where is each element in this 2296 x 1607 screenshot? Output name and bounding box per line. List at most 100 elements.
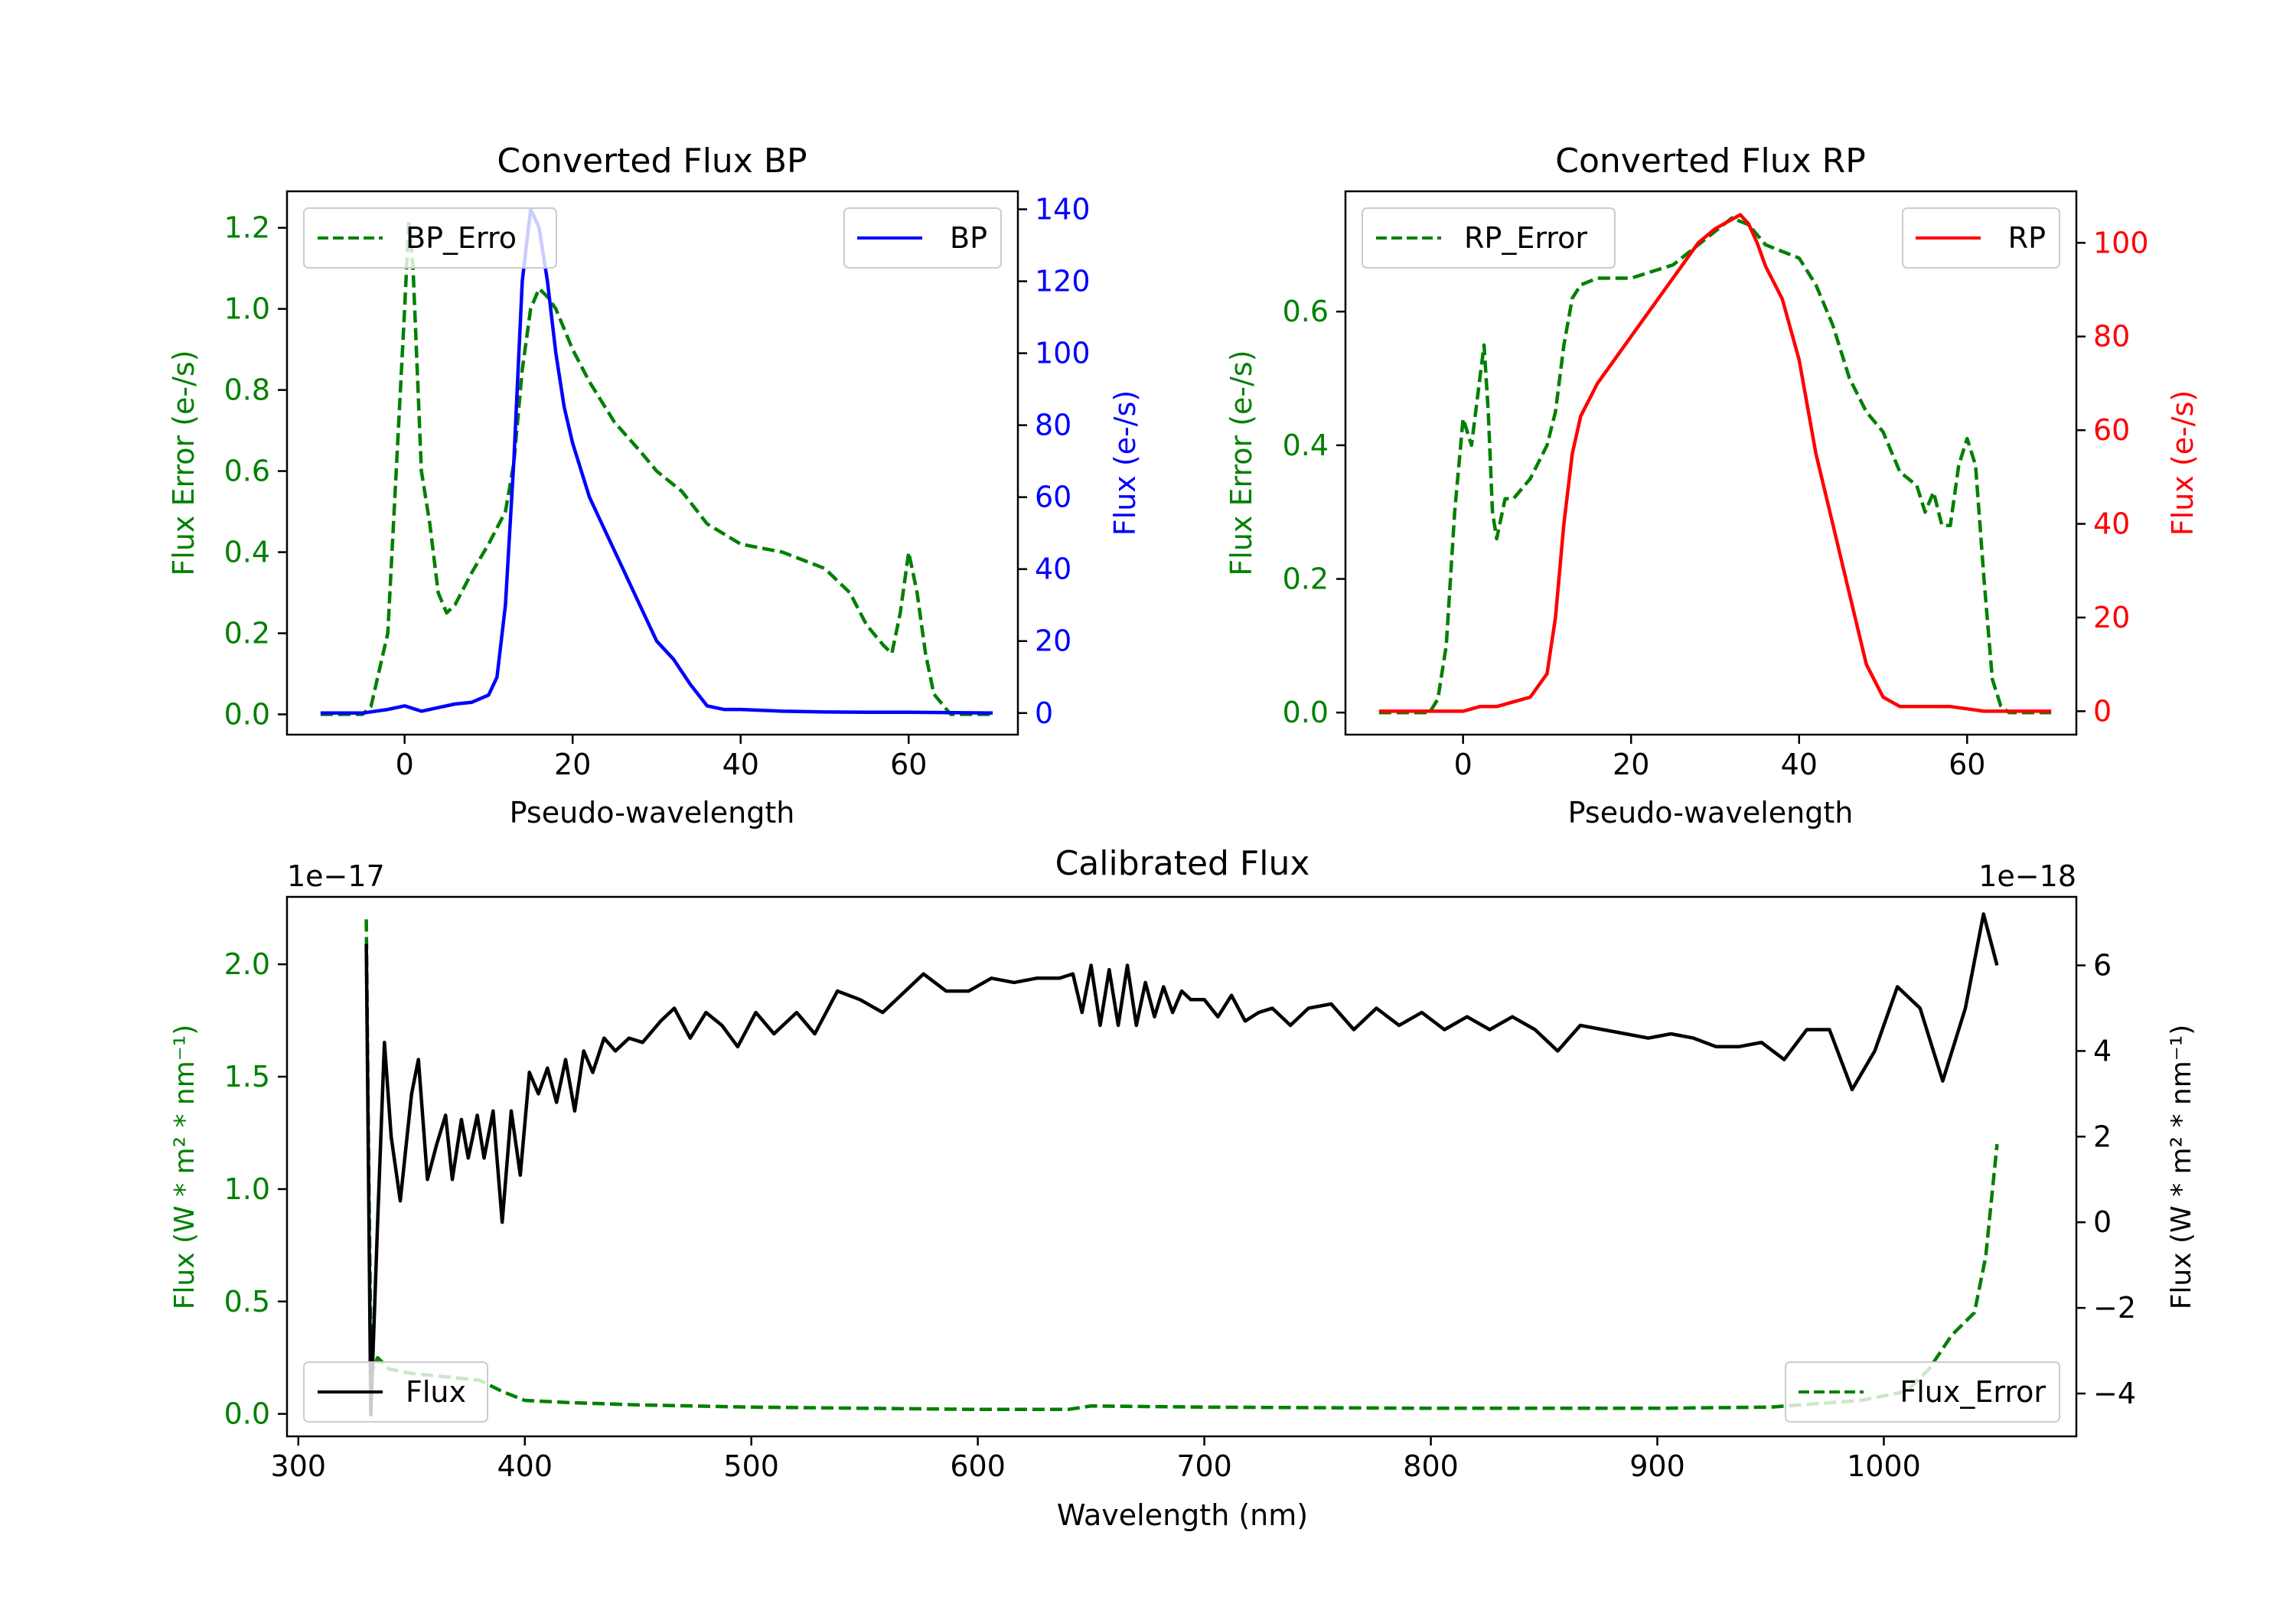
cal-title: Calibrated Flux [1055, 844, 1310, 883]
cal-ytick-left-label: 1.0 [224, 1172, 270, 1206]
rp-ytick-right-label: 0 [2093, 694, 2112, 728]
cal-xtick-label: 400 [497, 1449, 553, 1483]
rp-panel: Converted Flux RP 0 20 40 60 0.0 0.2 0.4 0.6 0 20… [1225, 142, 2200, 830]
bp-xtick-label: 20 [554, 748, 591, 781]
rp-title: Converted Flux RP [1555, 142, 1866, 181]
cal-ytick-right-label: 2 [2093, 1120, 2112, 1153]
bp-ytick-left-label: 1.0 [224, 292, 270, 326]
cal-ylabel-left: Flux (W * m² * nm⁻¹) [169, 1025, 201, 1310]
cal-ytick-right-label: 4 [2093, 1034, 2112, 1068]
rp-legend-error-box [1362, 207, 1616, 269]
cal-ytick-left-label: 0.5 [224, 1285, 270, 1319]
cal-xtick-label: 800 [1403, 1449, 1459, 1483]
bp-series-bp-line [320, 207, 993, 715]
cal-ytick-left-label: 0.0 [224, 1397, 270, 1431]
cal-ytick-left-label: 2.0 [224, 947, 270, 981]
rp-ylabel-right: Flux (e-/s) [2166, 390, 2200, 536]
rp-ytick-left-label: 0.6 [1283, 295, 1329, 328]
bp-ytick-right-label: 80 [1035, 409, 1071, 442]
rp-ytick-right-label: 60 [2093, 413, 2130, 447]
bp-series-bp-error-line [320, 217, 993, 716]
rp-ytick-right-label: 80 [2093, 320, 2130, 354]
bp-xlabel: Pseudo-wavelength [510, 796, 795, 830]
rp-axes-frame [1344, 190, 2078, 736]
rp-xtick-label: 20 [1613, 748, 1649, 781]
rp-xtick-label: 60 [1949, 748, 1985, 781]
rp-legend-flux-box [1902, 207, 2060, 269]
cal-legend-flux: Flux [303, 1361, 488, 1423]
cal-ticks: 300 400 500 600 700 800 900 1000 0.0 0.5 1.0 1.5 2.0… [224, 947, 2136, 1483]
bp-ytick-left-label: 1.2 [224, 211, 270, 245]
bp-plot-area [320, 207, 993, 716]
cal-ylabel-right: Flux (W * m² * nm⁻¹) [2166, 1025, 2197, 1310]
bp-ylabel-left: Flux Error (e-/s) [167, 350, 201, 575]
bp-ytick-left-label: 0.8 [224, 373, 270, 407]
cal-plot-area [364, 912, 1999, 1417]
cal-xtick-label: 500 [723, 1449, 779, 1483]
bp-ytick-right-label: 120 [1035, 265, 1091, 298]
cal-xlabel: Wavelength (nm) [1057, 1498, 1308, 1532]
cal-ytick-right-label: −4 [2093, 1377, 2136, 1410]
cal-axes-frame [285, 895, 2078, 1438]
bp-xtick-label: 40 [722, 748, 759, 781]
rp-ticks: 0 20 40 60 0.0 0.2 0.4 0.6 0 20 40 60 80 100 [1283, 226, 2149, 781]
rp-legend-flux-label: RP [2008, 221, 2046, 255]
cal-xtick-label: 300 [271, 1449, 327, 1483]
bp-ticks: 0 20 40 60 0.0 0.2 0.4 0.6 0.8 1.0 1.2 0 20 40 60 80 100… [224, 193, 1091, 781]
cal-legend-error: Flux_Error [1785, 1361, 2060, 1423]
rp-xtick-label: 40 [1781, 748, 1818, 781]
bp-ytick-left-label: 0.4 [224, 536, 270, 569]
bp-ylabel-right: Flux (e-/s) [1108, 390, 1142, 536]
rp-ytick-right-label: 20 [2093, 601, 2130, 634]
cal-legend-error-box [1785, 1361, 2060, 1423]
cal-xtick-label: 700 [1176, 1449, 1232, 1483]
bp-xtick-label: 60 [890, 748, 927, 781]
rp-series-rp-line [1378, 213, 2052, 713]
bp-legend-error-box [303, 207, 557, 269]
rp-ylabel-left: Flux Error (e-/s) [1225, 350, 1258, 575]
bp-ytick-right-label: 140 [1035, 193, 1091, 227]
bp-legend-flux: BP [843, 207, 1002, 269]
rp-ytick-left-label: 0.2 [1283, 562, 1329, 596]
rp-plot-area [1378, 213, 2052, 715]
bp-title: Converted Flux BP [497, 142, 807, 181]
rp-ytick-left-label: 0.4 [1283, 429, 1329, 462]
cal-legend-flux-label: Flux [406, 1375, 466, 1409]
cal-series-flux-line [364, 912, 1999, 1417]
cal-left-offset-label: 1e−17 [287, 859, 385, 893]
bp-ytick-right-label: 0 [1035, 696, 1053, 730]
cal-ytick-left-label: 1.5 [224, 1060, 270, 1094]
rp-legend-error: RP_Error [1362, 207, 1616, 269]
bp-ytick-right-label: 100 [1035, 337, 1091, 370]
cal-series-flux-error-line [364, 919, 1999, 1412]
bp-legend-error-label: BP_Erro [406, 221, 517, 255]
bp-ytick-left-label: 0.2 [224, 617, 270, 650]
rp-xlabel: Pseudo-wavelength [1568, 796, 1854, 830]
rp-legend-flux: RP [1902, 207, 2060, 269]
cal-ytick-right-label: 6 [2093, 949, 2112, 983]
cal-ytick-right-label: 0 [2093, 1205, 2112, 1239]
bp-ytick-right-label: 60 [1035, 481, 1071, 514]
bp-ytick-right-label: 40 [1035, 553, 1071, 586]
rp-ytick-right-label: 100 [2093, 226, 2149, 259]
cal-ytick-right-label: −2 [2093, 1291, 2136, 1325]
bp-legend-flux-label: BP [950, 221, 987, 255]
cal-legend-error-label: Flux_Error [1900, 1375, 2046, 1409]
bp-ytick-left-label: 0.0 [224, 698, 270, 732]
bp-legend-error: BP_Erro [303, 207, 557, 269]
rp-xtick-label: 0 [1454, 748, 1473, 781]
rp-ytick-left-label: 0.0 [1283, 696, 1329, 729]
bp-legend-flux-box [843, 207, 1002, 269]
rp-ytick-right-label: 40 [2093, 507, 2130, 541]
bp-ytick-left-label: 0.6 [224, 455, 270, 488]
rp-series-rp-error-line [1378, 216, 2052, 715]
rp-legend-error-label: RP_Error [1464, 221, 1587, 255]
bp-axes-frame [285, 190, 1019, 736]
cal-xtick-label: 600 [950, 1449, 1006, 1483]
bp-ytick-right-label: 20 [1035, 624, 1071, 658]
calibrated-panel: Calibrated Flux 1e−17 1e−18 300 400 500 600… [169, 844, 2197, 1532]
cal-xtick-label: 900 [1629, 1449, 1685, 1483]
cal-xtick-label: 1000 [1847, 1449, 1921, 1483]
bp-panel: Converted Flux BP 0 20 40 60 0.0 0.2 0.4 0.6 0.8… [167, 142, 1142, 830]
